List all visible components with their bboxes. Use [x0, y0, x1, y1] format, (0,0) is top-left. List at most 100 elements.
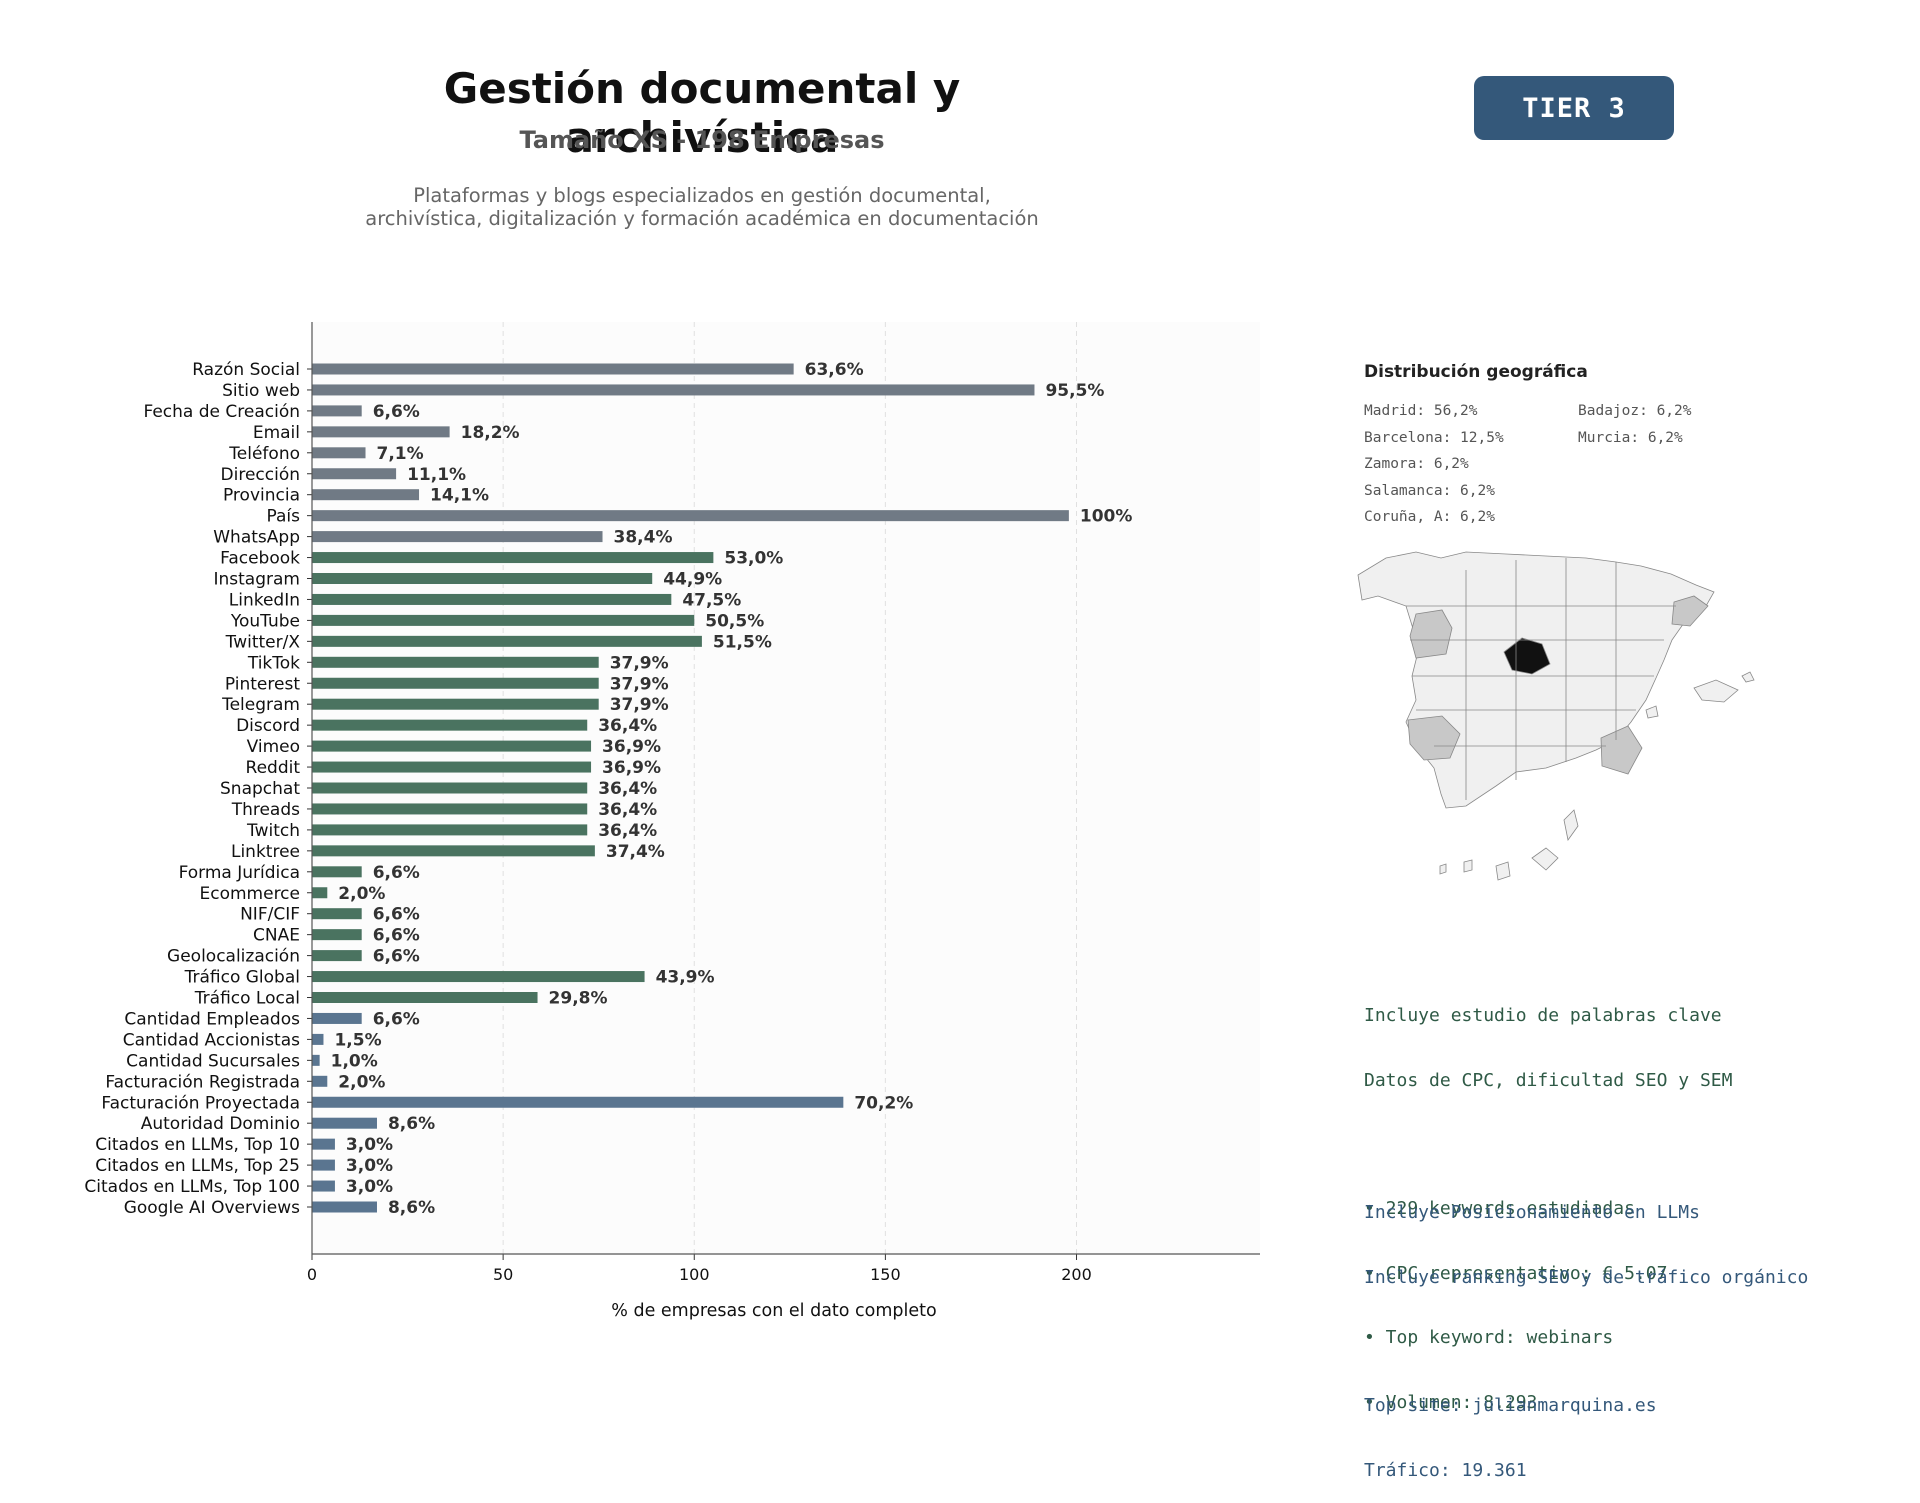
value-label: 18,2%: [461, 423, 520, 443]
geo-item: Murcia: 6,2%: [1578, 429, 1683, 446]
category-label: Pinterest: [225, 674, 300, 694]
category-label: Forma Jurídica: [179, 863, 300, 883]
bar: [312, 950, 362, 962]
category-label: Cantidad Sucursales: [126, 1051, 300, 1071]
x-axis-title: % de empresas con el dato completo: [611, 1301, 936, 1321]
map-balearic: [1693, 679, 1739, 703]
bar: [312, 531, 603, 543]
value-label: 11,1%: [407, 465, 466, 485]
bar: [312, 656, 599, 668]
bar: [312, 1096, 844, 1108]
keywords-info: Incluye estudio de palabras clave Datos …: [1364, 962, 1732, 1435]
category-label: YouTube: [230, 611, 300, 631]
keywords-bullet: • Top keyword: webinars: [1364, 1327, 1614, 1348]
category-label: Autoridad Dominio: [141, 1114, 300, 1134]
bar: [312, 677, 599, 689]
value-label: 36,9%: [602, 737, 661, 757]
value-label: 36,9%: [602, 758, 661, 778]
value-label: 44,9%: [663, 570, 722, 590]
value-label: 6,6%: [373, 1009, 420, 1029]
bar: [312, 489, 420, 501]
category-label: Facturación Proyectada: [101, 1093, 300, 1113]
geo-distribution-title: Distribución geográfica: [1364, 362, 1588, 382]
value-label: 51,5%: [713, 632, 772, 652]
category-label: Google AI Overviews: [124, 1198, 300, 1218]
page-description: Plataformas y blogs especializados en ge…: [312, 184, 1092, 230]
spain-map: [1346, 540, 1846, 910]
value-label: 36,4%: [598, 716, 657, 736]
bar: [312, 363, 794, 375]
geo-list-right: Badajoz: 6,2% Murcia: 6,2%: [1578, 398, 1692, 451]
keywords-bullet: • Volumen: 8.293: [1364, 1391, 1538, 1413]
bar: [312, 908, 362, 920]
bar: [312, 447, 366, 459]
category-label: Facebook: [220, 549, 300, 569]
bar: [312, 1201, 377, 1213]
x-tick-label: 0: [307, 1265, 317, 1284]
category-label: Sitio web: [222, 381, 300, 401]
category-label: Provincia: [223, 486, 300, 506]
value-label: 36,4%: [598, 821, 657, 841]
bar: [312, 1033, 324, 1045]
category-label: Tráfico Local: [194, 989, 300, 1009]
category-label: Telegram: [221, 695, 300, 715]
page-title: Gestión documental y archivística: [443, 64, 961, 162]
category-label: Ecommerce: [200, 884, 301, 904]
category-label: Email: [253, 423, 300, 443]
value-label: 37,9%: [610, 674, 669, 694]
category-label: LinkedIn: [229, 590, 300, 610]
category-label: Vimeo: [247, 737, 300, 757]
value-label: 53,0%: [724, 549, 783, 569]
keywords-bullet: • 229 keywords estudiadas: [1364, 1198, 1635, 1219]
category-label: Instagram: [214, 570, 301, 590]
llm-line: Incluye ranking SEO y de tráfico orgánic…: [1364, 1266, 1809, 1288]
bar: [312, 1054, 320, 1066]
geo-item: Coruña, A: 6,2%: [1364, 509, 1495, 525]
category-label: País: [267, 507, 301, 527]
bar: [312, 468, 397, 480]
category-label: Cantidad Empleados: [124, 1009, 300, 1029]
map-region: [1600, 725, 1643, 775]
value-label: 50,5%: [705, 611, 764, 631]
category-label: Facturación Registrada: [105, 1072, 300, 1092]
value-label: 3,0%: [346, 1156, 393, 1176]
keywords-bullet: • CPC representativo: € 5.07: [1364, 1262, 1668, 1284]
value-label: 36,4%: [598, 779, 657, 799]
bar: [312, 971, 645, 983]
map-canary: [1463, 859, 1473, 873]
top-site: Top site: julianmarquina.es: [1364, 1395, 1657, 1416]
value-label: 29,8%: [549, 989, 608, 1009]
category-label: Razón Social: [192, 360, 300, 380]
page-subtitle: Tamaño XS - 198 Empresas: [519, 126, 885, 154]
value-label: 38,4%: [614, 528, 673, 548]
map-balearic: [1645, 705, 1659, 719]
geo-list-left: Madrid: 56,2% Barcelona: 12,5% Zamora: 6…: [1364, 398, 1504, 531]
category-label: Cantidad Accionistas: [123, 1030, 300, 1050]
value-label: 1,0%: [331, 1051, 378, 1071]
category-label: Fecha de Creación: [143, 402, 300, 422]
map-canary: [1563, 809, 1579, 841]
bar: [312, 1075, 328, 1087]
value-label: 95,5%: [1045, 381, 1104, 401]
bar: [312, 698, 599, 710]
value-label: 47,5%: [682, 590, 741, 610]
description-line-2: archivística, digitalización y formación…: [365, 207, 1039, 230]
category-label: NIF/CIF: [240, 905, 300, 925]
category-label: Twitter/X: [225, 632, 301, 652]
bar: [312, 552, 714, 564]
category-label: Citados en LLMs, Top 100: [84, 1177, 300, 1197]
bar: [312, 824, 588, 836]
bar: [312, 719, 588, 731]
category-label: Threads: [231, 800, 300, 820]
map-region: [1671, 595, 1709, 627]
value-label: 6,6%: [373, 947, 420, 967]
bar: [312, 405, 362, 417]
value-label: 8,6%: [388, 1114, 435, 1134]
value-label: 36,4%: [598, 800, 657, 820]
value-label: 37,4%: [606, 842, 665, 862]
bar: [312, 573, 653, 584]
top-site-traffic: Tráfico: 19.361: [1364, 1459, 1527, 1481]
llm-line: Incluye Posicionamiento en LLMs: [1364, 1202, 1700, 1223]
map-grid-line: [1406, 558, 1676, 800]
geo-item: Zamora: 6,2%: [1364, 456, 1469, 472]
